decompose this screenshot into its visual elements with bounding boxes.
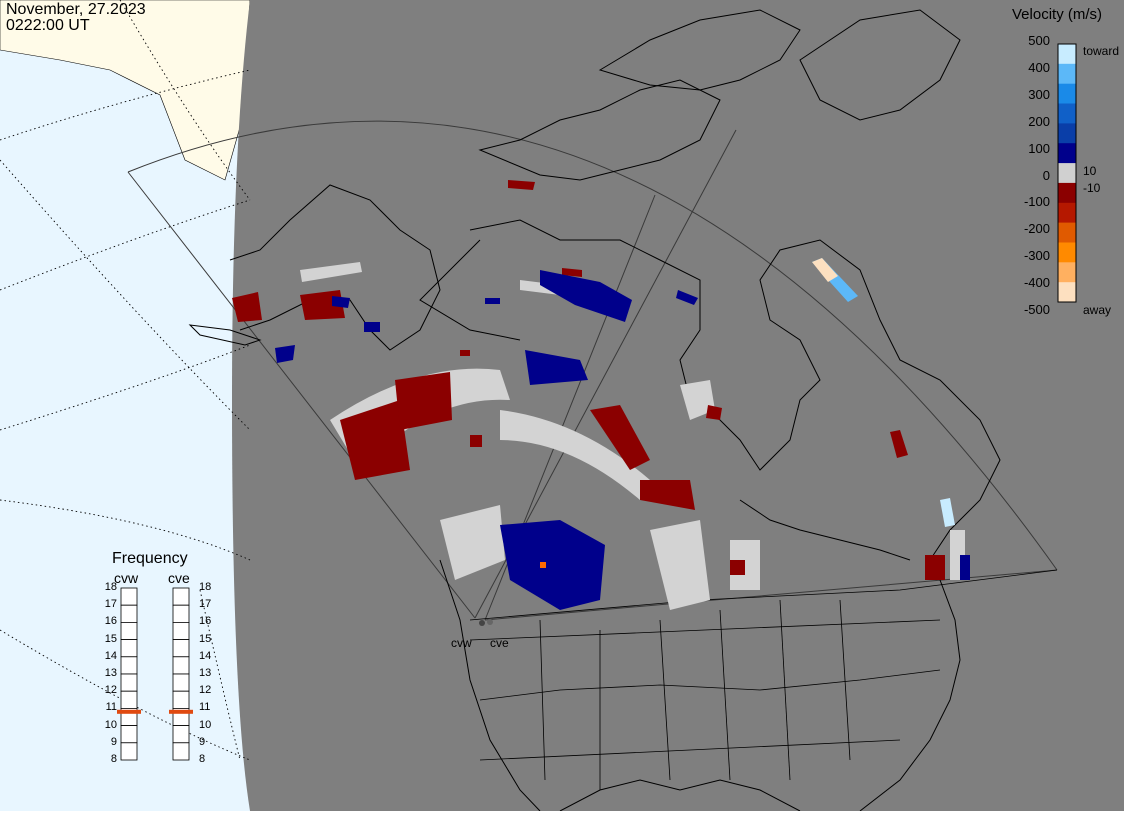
colorbar-segment [1058,282,1076,303]
colorbar-toward-label: toward [1083,44,1120,58]
site-label-cve: cve [490,636,509,650]
frequency-cell [120,673,138,692]
colorbar-small-pos-label: 10 [1083,164,1097,178]
frequency-scale-label-left: 18 [104,581,117,593]
time-label: 0222:00 UT [6,17,90,34]
colorbar-tick-label: -300 [1023,248,1050,264]
colorbar-tick-label: 200 [1028,113,1050,129]
frequency-marker-cvw [117,709,141,714]
colorbar-frame [1057,43,1077,303]
frequency-scale-label-right: 15 [199,632,212,645]
frequency-cell [120,656,138,675]
colorbar-segment [1058,262,1076,283]
frequency-cell [120,604,138,623]
frequency-radar-cvw-label: cvw [114,570,139,586]
colorbar-tick-label: -500 [1023,302,1050,317]
velocity-toward [275,270,970,610]
frequency-cell [172,656,190,675]
fast-toward-streak-east [940,498,955,527]
frequency-cell [172,742,190,761]
frequency-radar-cve-label: cve [168,570,190,586]
frequency-cell [120,725,138,744]
colorbar-title: Velocity (m/s) [1012,6,1103,23]
frequency-scale-label-right: 17 [199,598,212,611]
strong-away-point [540,562,546,568]
colorbar-segment [1058,103,1076,124]
colorbar-tick-label: 100 [1028,140,1050,156]
frequency-marker-cve [169,709,193,714]
frequency-cell [172,587,190,606]
frequency-cell [172,604,190,623]
frequency-cell [172,725,190,744]
frequency-scale-label-left: 16 [104,615,117,628]
frequency-scale-label-right: 9 [199,735,206,748]
colorbar-tick-label: 500 [1028,33,1050,48]
colorbar-small-neg-label: -10 [1083,181,1101,195]
colorbar-segment [1058,83,1076,104]
frequency-cell [120,587,138,606]
colorbar-tick-label: -100 [1023,194,1050,210]
velocity-colorbar [1057,43,1077,303]
radar-site-cvw [479,620,485,626]
frequency-scales [117,587,193,761]
frequency-scale-label-right: 12 [199,684,212,697]
colorbar-segment [1058,163,1076,184]
colorbar-tick-label: 0 [1042,167,1050,183]
frequency-scale-label-left: 11 [105,701,117,714]
frequency-scale-label-left: 12 [104,684,117,697]
colorbar-tick-label: -400 [1023,275,1050,291]
frequency-cell [120,622,138,641]
frequency-scale-label-right: 14 [199,649,212,662]
colorbar-tick-label: 400 [1028,59,1050,75]
site-label-cvw: cvw [451,636,472,650]
frequency-scale-label-left: 13 [104,667,117,679]
colorbar-segment [1058,182,1076,204]
radar-site-cve [487,619,493,625]
colorbar-segment [1058,44,1076,65]
frequency-scale-label-right: 10 [199,718,212,731]
state-borders [469,569,1058,790]
colorbar-segment [1058,242,1076,263]
frequency-cell [172,622,190,641]
frequency-scale-label-left: 15 [104,632,117,645]
frequency-cell [172,690,190,709]
colorbar-tick-label: 300 [1028,86,1050,102]
frequency-scale-label-right: 16 [199,615,212,628]
fast-away-streak [812,258,838,282]
night-region [232,0,1124,811]
frequency-scale-label-left: 9 [110,735,117,748]
frequency-cell [120,639,138,658]
colorbar-segment [1058,222,1076,243]
frequency-scale-label-right: 13 [199,667,212,679]
colorbar-segment [1058,143,1076,164]
frequency-scale-label-left: 14 [104,649,117,662]
colorbar-segment [1058,202,1076,224]
frequency-scale-label-right: 18 [199,581,212,593]
frequency-cell [172,639,190,658]
frequency-cell [120,742,138,761]
frequency-cell [172,673,190,692]
colorbar-segment [1058,63,1076,85]
graticule [0,0,251,761]
colorbar-away-label: away [1083,303,1112,317]
frequency-scale-label-left: 17 [104,598,117,611]
frequency-cell [120,690,138,709]
date-label: November, 27.2023 [6,1,146,18]
frequency-title: Frequency [112,550,188,567]
frequency-scale-label-right: 11 [199,701,211,714]
colorbar-tick-label: -200 [1023,221,1050,237]
velocity-away [232,180,945,580]
frequency-scale-label-left: 10 [104,718,117,731]
frequency-scale-label-right: 8 [199,753,206,765]
frequency-scale-label-left: 8 [110,753,117,765]
colorbar-segment [1058,123,1076,144]
